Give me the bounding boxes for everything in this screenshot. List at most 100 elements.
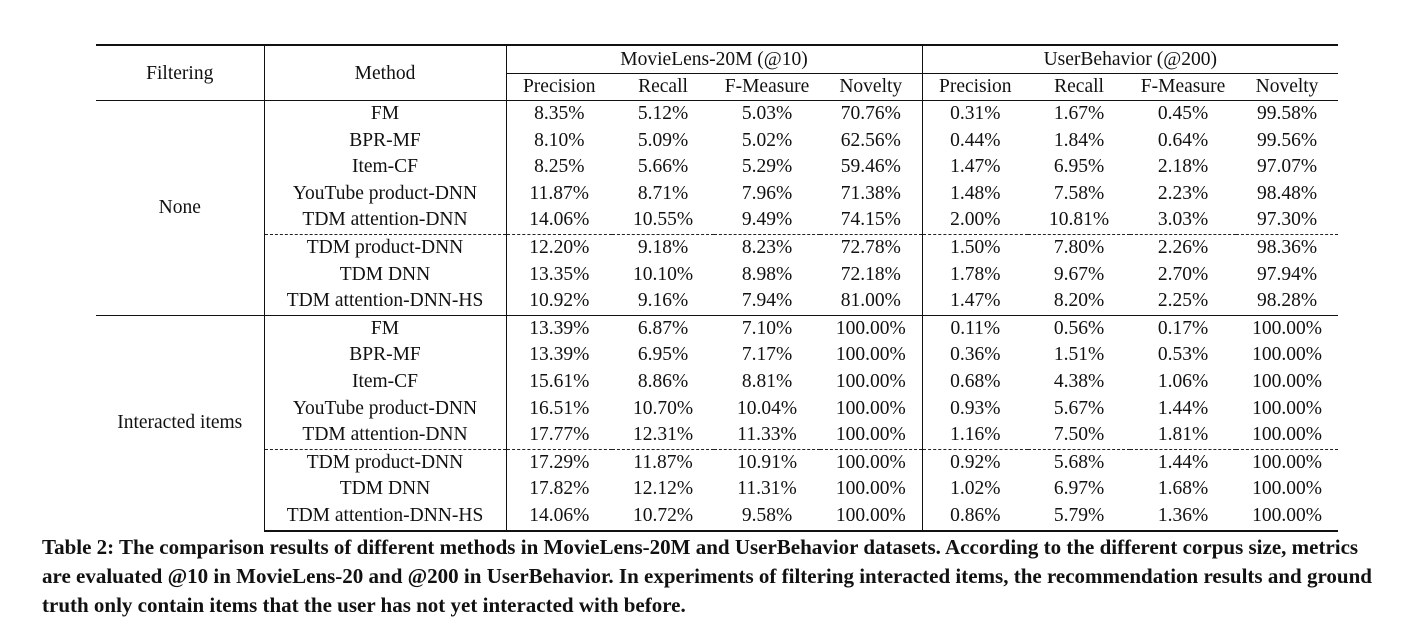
value-cell: 62.56% bbox=[820, 127, 923, 155]
value-cell: 2.18% bbox=[1157, 156, 1209, 178]
value-cell: 6.87% bbox=[612, 314, 714, 343]
value-cell: 14.06% bbox=[506, 502, 612, 532]
table-row: TDM DNN 13.35% 10.10% 8.98% 72.18% 1.78% 9.67%… bbox=[96, 261, 1338, 289]
value-cell: 100.00% bbox=[1236, 448, 1339, 477]
filtering-cell: Interacted items bbox=[96, 314, 265, 531]
value-cell: 8.81% bbox=[741, 370, 793, 392]
value-cell: 97.07% bbox=[1256, 156, 1318, 178]
table-body: None FM 8.35% 5.12% 5.03% 70.76% 0.31% 1.67% 0.4… bbox=[96, 99, 1339, 532]
method-cell: TDM attention-DNN bbox=[264, 207, 507, 235]
value-cell: 100.00% bbox=[1252, 424, 1322, 446]
table-row: YouTube product-DNN 16.51% 10.70% 10.04% 100… bbox=[96, 395, 1338, 423]
value-cell: 10.72% bbox=[612, 502, 714, 532]
value-cell: 8.20% bbox=[1053, 290, 1105, 312]
value-cell: 9.67% bbox=[1053, 263, 1105, 285]
value-cell: 7.94% bbox=[741, 290, 793, 312]
value-cell: 0.56% bbox=[1028, 314, 1131, 343]
header-metric: Recall bbox=[1028, 73, 1131, 101]
value-cell: 1.50% bbox=[922, 233, 1029, 262]
value-cell: 10.04% bbox=[736, 397, 798, 419]
value-cell: 5.09% bbox=[637, 129, 689, 151]
header-metric: Precision bbox=[922, 73, 1029, 101]
value-cell: 2.25% bbox=[1157, 290, 1209, 312]
header-metric: Recall bbox=[612, 73, 714, 101]
value-cell: 0.31% bbox=[922, 99, 1029, 128]
value-cell: 5.29% bbox=[741, 156, 793, 178]
method-cell: BPR-MF bbox=[264, 127, 507, 155]
table-row: TDM product-DNN 12.20% 9.18% 8.23% 72.78% 1.5… bbox=[96, 233, 1339, 262]
value-cell: 17.82% bbox=[529, 478, 590, 500]
value-cell: 7.50% bbox=[1053, 424, 1105, 446]
value-cell: 100.00% bbox=[1252, 478, 1322, 500]
table-row: Item-CF 15.61% 8.86% 8.81% 100.00% 0.68% 4.38%… bbox=[96, 368, 1338, 396]
value-cell: 0.44% bbox=[950, 129, 1001, 151]
value-cell: 100.00% bbox=[820, 422, 923, 450]
method-cell: TDM product-DNN bbox=[264, 233, 507, 262]
table-header: Filtering Method MovieLens-20M (@10) Use… bbox=[96, 44, 1339, 101]
value-cell: 8.71% bbox=[637, 182, 689, 204]
method-cell: YouTube product-DNN bbox=[264, 180, 507, 208]
value-cell: 1.02% bbox=[950, 478, 1001, 500]
value-cell: 100.00% bbox=[820, 448, 923, 477]
value-cell: 100.00% bbox=[1252, 370, 1322, 392]
value-cell: 1.44% bbox=[1157, 397, 1209, 419]
value-cell: 5.68% bbox=[1028, 448, 1131, 477]
value-cell: 9.18% bbox=[612, 233, 714, 262]
value-cell: 11.87% bbox=[612, 448, 714, 477]
value-cell: 8.86% bbox=[637, 370, 689, 392]
value-cell: 100.00% bbox=[820, 314, 923, 343]
value-cell: 5.03% bbox=[714, 99, 820, 128]
value-cell: 100.00% bbox=[820, 476, 923, 503]
value-cell: 11.87% bbox=[529, 182, 589, 204]
value-cell: 13.39% bbox=[529, 344, 590, 366]
value-cell: 0.11% bbox=[922, 314, 1029, 343]
value-cell: 6.97% bbox=[1053, 478, 1105, 500]
value-cell: 81.00% bbox=[820, 288, 923, 316]
table-row: Item-CF 8.25% 5.66% 5.29% 59.46% 1.47% 6.95% 2.… bbox=[96, 154, 1338, 181]
value-cell: 2.26% bbox=[1130, 233, 1237, 262]
value-cell: 100.00% bbox=[820, 368, 923, 396]
value-cell: 7.80% bbox=[1028, 233, 1131, 262]
table-row: None FM 8.35% 5.12% 5.03% 70.76% 0.31% 1.67% 0.4… bbox=[96, 99, 1339, 316]
method-cell: FM bbox=[264, 314, 507, 343]
method-cell: TDM attention-DNN bbox=[264, 422, 507, 450]
value-cell: 0.86% bbox=[922, 502, 1029, 532]
value-cell: 5.02% bbox=[741, 129, 793, 151]
value-cell: 0.17% bbox=[1130, 314, 1237, 343]
value-cell: 70.76% bbox=[820, 99, 923, 128]
value-cell: 10.91% bbox=[714, 448, 820, 477]
value-cell: 100.00% bbox=[1236, 502, 1339, 532]
value-cell: 8.25% bbox=[534, 156, 585, 178]
table-row: BPR-MF 13.39% 6.95% 7.17% 100.00% 0.36% 1.51% 0… bbox=[96, 342, 1338, 369]
value-cell: 1.78% bbox=[950, 263, 1001, 285]
value-cell: 7.96% bbox=[741, 182, 793, 204]
value-cell: 10.55% bbox=[632, 209, 694, 231]
value-cell: 9.58% bbox=[714, 502, 820, 532]
header-metric: Novelty bbox=[1236, 73, 1339, 101]
value-cell: 100.00% bbox=[820, 502, 923, 532]
value-cell: 5.66% bbox=[637, 156, 689, 178]
filtering-cell: None bbox=[96, 100, 265, 316]
value-cell: 1.36% bbox=[1130, 502, 1237, 532]
value-cell: 1.47% bbox=[950, 156, 1001, 178]
header-metric: Precision bbox=[506, 73, 612, 101]
method-cell: YouTube product-DNN bbox=[264, 395, 507, 423]
value-cell: 12.12% bbox=[632, 478, 694, 500]
value-cell: 10.92% bbox=[529, 290, 590, 312]
value-cell: 1.67% bbox=[1028, 99, 1131, 128]
value-cell: 7.10% bbox=[714, 314, 820, 343]
table-row: TDM attention-DNN-HS 10.92% 9.16% 7.94% 81.0… bbox=[96, 288, 1338, 316]
method-cell: TDM product-DNN bbox=[264, 448, 507, 477]
header-group-movielens: MovieLens-20M (@10) bbox=[506, 44, 923, 74]
results-table: Filtering Method MovieLens-20M (@10) Use… bbox=[96, 44, 1339, 532]
value-cell: 74.15% bbox=[820, 207, 923, 235]
value-cell: 1.51% bbox=[1053, 344, 1105, 366]
value-cell: 99.58% bbox=[1236, 99, 1339, 128]
value-cell: 100.00% bbox=[1252, 397, 1322, 419]
value-cell: 11.31% bbox=[737, 478, 797, 500]
table-row: TDM product-DNN 17.29% 11.87% 10.91% 100.00%… bbox=[96, 448, 1339, 477]
header-method: Method bbox=[264, 44, 507, 101]
header-metric: Novelty bbox=[820, 73, 923, 101]
header-metric: F-Measure bbox=[714, 73, 820, 101]
method-cell: Item-CF bbox=[264, 154, 507, 181]
